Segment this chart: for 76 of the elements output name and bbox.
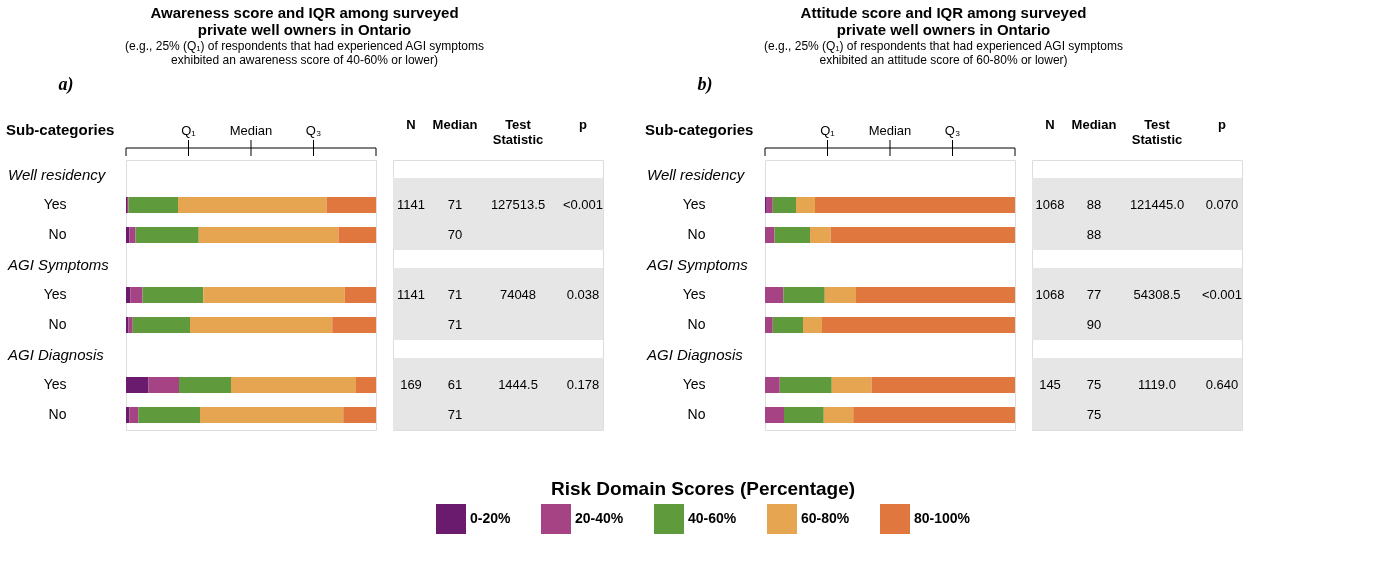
chart-subtitle: (e.g., 25% (Q₁) of respondents that had experienced AGI symptoms exhibited an attitude score of 60-80% or lower) xyxy=(764,38,1123,67)
y-tick-label: No xyxy=(687,226,706,242)
text: 0.038 xyxy=(566,287,600,302)
text: AGI Diagnosis xyxy=(7,346,105,363)
y-tick-label: No xyxy=(48,316,67,332)
text: 74048 xyxy=(499,287,537,302)
text: 77 xyxy=(1086,287,1102,302)
text: Well residency xyxy=(647,166,746,183)
text: b) xyxy=(697,74,713,95)
y-tick-label: Yes xyxy=(682,286,706,302)
text: 0.178 xyxy=(566,377,600,392)
text: 0.070 xyxy=(1205,197,1239,212)
text: 0.640 xyxy=(1205,377,1239,392)
text: 90 xyxy=(1086,317,1102,332)
chart-title: Attitude score and IQR among surveyed private well owners in Ontario xyxy=(800,3,1087,38)
chart-subtitle: (e.g., 25% (Q₁) of respondents that had experienced AGI symptoms exhibited an awareness score of 40-60% or lower) xyxy=(125,38,484,67)
text: 127513.5 xyxy=(490,197,546,212)
y-tick-label: No xyxy=(48,226,67,242)
text: 169 xyxy=(400,377,422,392)
legend-label: 60-80% xyxy=(801,510,850,526)
text: Median xyxy=(868,123,912,138)
legend-label: 20-40% xyxy=(575,510,624,526)
text: 145 xyxy=(1039,377,1061,392)
text: N xyxy=(1045,117,1055,132)
y-tick-label: Yes xyxy=(682,196,706,212)
text: 61 xyxy=(447,377,463,392)
text: 121445.0 xyxy=(1129,197,1185,212)
legend-label: 80-100% xyxy=(914,510,971,526)
text: <0.001 xyxy=(562,197,604,212)
text: 1141 xyxy=(397,197,425,212)
text: 1119.0 xyxy=(1138,377,1176,392)
text: N xyxy=(406,117,416,132)
text: Median xyxy=(432,117,478,132)
legend-label: 40-60% xyxy=(688,510,737,526)
text: Q₁ xyxy=(820,123,836,138)
text: 70 xyxy=(447,227,463,242)
y-tick-label: No xyxy=(687,406,706,422)
y-tick-label: No xyxy=(48,406,67,422)
text: <0.001 xyxy=(1201,287,1243,302)
y-tick-label: Yes xyxy=(43,196,67,212)
text: 1068 xyxy=(1035,197,1065,212)
chart-title: Awareness score and IQR among surveyed private well owners in Ontario xyxy=(150,3,459,38)
y-tick-label: Yes xyxy=(682,376,706,392)
text: Median xyxy=(1071,117,1117,132)
text: 71 xyxy=(447,407,463,422)
text: 75 xyxy=(1086,377,1102,392)
text: Q₃ xyxy=(305,123,322,138)
text: 1141 xyxy=(397,287,425,302)
text: Test Statistic xyxy=(1131,117,1183,147)
text: 1068 xyxy=(1035,287,1065,302)
text: AGI Symptoms xyxy=(7,256,110,273)
text: Q₁ xyxy=(181,123,197,138)
text: 1444.5 xyxy=(498,377,538,392)
legend-title: Risk Domain Scores (Percentage) xyxy=(550,478,856,499)
text: AGI Symptoms xyxy=(646,256,749,273)
text: 71 xyxy=(447,287,463,302)
text: p xyxy=(1218,117,1227,132)
y-tick-label: Yes xyxy=(43,286,67,302)
text: 88 xyxy=(1086,197,1102,212)
text: Well residency xyxy=(8,166,107,183)
legend-label: 0-20% xyxy=(470,510,512,526)
text: Q₃ xyxy=(944,123,961,138)
text: Test Statistic xyxy=(492,117,544,147)
text: Median xyxy=(229,123,273,138)
text: a) xyxy=(58,74,74,95)
text: Sub-categories xyxy=(645,121,754,138)
text: AGI Diagnosis xyxy=(646,346,744,363)
text: 54308.5 xyxy=(1133,287,1181,302)
y-tick-label: No xyxy=(687,316,706,332)
text: p xyxy=(579,117,588,132)
text: Sub-categories xyxy=(6,121,115,138)
text: 71 xyxy=(447,317,463,332)
text: 71 xyxy=(447,197,463,212)
text: 88 xyxy=(1086,227,1102,242)
y-tick-label: Yes xyxy=(43,376,67,392)
text: 75 xyxy=(1086,407,1102,422)
